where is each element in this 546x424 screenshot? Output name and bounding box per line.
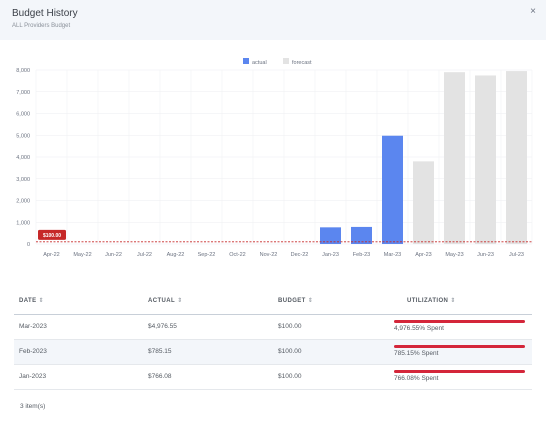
cell-budget: $100.00 bbox=[278, 348, 302, 355]
y-tick-label: 4,000 bbox=[16, 155, 30, 161]
bar-actual-Feb-23 bbox=[351, 226, 372, 244]
utilization-bar bbox=[394, 345, 525, 348]
bar-forecast-Jul-23 bbox=[506, 71, 527, 245]
x-tick-label: Sep-22 bbox=[198, 252, 216, 258]
budget-marker bbox=[38, 229, 66, 240]
sort-icon: ⇕ bbox=[450, 298, 456, 304]
cell-budget: $100.00 bbox=[278, 373, 302, 380]
x-tick-label: Dec-22 bbox=[291, 252, 309, 258]
sort-icon: ⇕ bbox=[38, 298, 44, 304]
x-tick-label: Jul-22 bbox=[137, 252, 152, 258]
bar-forecast-Apr-23 bbox=[413, 161, 434, 244]
x-tick-label: Oct-22 bbox=[229, 252, 246, 258]
item-count: 3 item(s) bbox=[20, 403, 46, 410]
y-tick-label: 2,000 bbox=[16, 199, 30, 205]
cell-utilization: 766.08% Spent bbox=[394, 375, 439, 382]
column-utilization[interactable]: UTILIZATION ⇕ bbox=[407, 297, 456, 304]
bar-forecast-Jun-23 bbox=[475, 75, 496, 244]
cell-utilization: 785.15% Spent bbox=[394, 350, 439, 357]
table-row[interactable]: Mar-2023 $4,976.55 $100.00 4,976.55% Spe… bbox=[14, 315, 532, 340]
column-actual-label: ACTUAL bbox=[148, 298, 176, 304]
table-header: DATE ⇕ ACTUAL ⇕ BUDGET ⇕ UTILIZATION ⇕ bbox=[14, 291, 532, 315]
column-budget-label: BUDGET bbox=[278, 298, 306, 304]
x-tick-label: Mar-23 bbox=[384, 252, 401, 258]
x-tick-label: Jan-23 bbox=[322, 252, 339, 258]
close-icon[interactable]: × bbox=[530, 6, 536, 17]
cell-actual: $785.15 bbox=[148, 348, 172, 355]
table-body: Mar-2023 $4,976.55 $100.00 4,976.55% Spe… bbox=[14, 315, 532, 390]
column-date[interactable]: DATE ⇕ bbox=[19, 297, 44, 304]
x-tick-label: Apr-22 bbox=[43, 252, 60, 258]
budget-table: DATE ⇕ ACTUAL ⇕ BUDGET ⇕ UTILIZATION ⇕ Mar-2… bbox=[14, 291, 532, 390]
y-tick-label: 3,000 bbox=[16, 177, 30, 183]
column-actual[interactable]: ACTUAL ⇕ bbox=[148, 297, 183, 304]
sort-icon: ⇕ bbox=[177, 298, 183, 304]
dialog-subtitle: ALL Providers Budget bbox=[12, 23, 71, 29]
utilization-bar bbox=[394, 370, 525, 373]
x-tick-label: Aug-22 bbox=[167, 252, 185, 258]
x-tick-label: Jun-22 bbox=[105, 252, 122, 258]
column-budget[interactable]: BUDGET ⇕ bbox=[278, 297, 313, 304]
legend-label-forecast: forecast bbox=[292, 60, 312, 66]
y-tick-label: 5,000 bbox=[16, 133, 30, 139]
y-tick-label: 7,000 bbox=[16, 90, 30, 96]
dialog-title: Budget History bbox=[12, 8, 78, 19]
cell-date: Feb-2023 bbox=[19, 348, 47, 355]
column-utilization-label: UTILIZATION bbox=[407, 298, 449, 304]
table-row[interactable]: Jan-2023 $766.08 $100.00 766.08% Spent bbox=[14, 365, 532, 390]
cell-actual: $4,976.55 bbox=[148, 323, 177, 330]
x-tick-label: Nov-22 bbox=[260, 252, 278, 258]
budget-marker-label: $100.00 bbox=[43, 233, 61, 239]
x-tick-label: Jun-23 bbox=[477, 252, 494, 258]
x-tick-label: May-23 bbox=[445, 252, 463, 258]
sort-icon: ⇕ bbox=[307, 298, 314, 304]
chart-svg: actual forecast 8,000 7,000 6,000 5,000 4,000 3… bbox=[16, 58, 533, 258]
y-tick-label: 8,000 bbox=[16, 68, 30, 74]
x-tick-label: Jul-23 bbox=[509, 252, 524, 258]
y-tick-label: 1,000 bbox=[16, 220, 30, 226]
cell-utilization: 4,976.55% Spent bbox=[394, 325, 444, 332]
cell-budget: $100.00 bbox=[278, 323, 302, 330]
x-tick-label: Apr-23 bbox=[415, 252, 432, 258]
dialog-header: Budget History ALL Providers Budget × bbox=[0, 0, 546, 40]
utilization-bar bbox=[394, 320, 525, 323]
legend-label-actual: actual bbox=[252, 60, 267, 66]
bar-actual-Mar-23 bbox=[382, 135, 403, 244]
legend-swatch-forecast bbox=[283, 58, 289, 64]
x-tick-label: Feb-23 bbox=[353, 252, 370, 258]
y-tick-label: 6,000 bbox=[16, 112, 30, 118]
table-row[interactable]: Feb-2023 $785.15 $100.00 785.15% Spent bbox=[14, 340, 532, 365]
cell-date: Jan-2023 bbox=[19, 373, 47, 380]
cell-actual: $766.08 bbox=[148, 373, 172, 380]
column-date-label: DATE bbox=[19, 298, 37, 304]
budget-chart: actual forecast 8,000 7,000 6,000 5,000 4,000 3… bbox=[0, 52, 546, 267]
cell-date: Mar-2023 bbox=[19, 323, 47, 330]
bar-actual-Jan-23 bbox=[320, 227, 341, 244]
bar-forecast-May-23 bbox=[444, 72, 465, 244]
legend-swatch-actual bbox=[243, 58, 249, 64]
x-tick-label: May-22 bbox=[73, 252, 91, 258]
y-tick-label: 0 bbox=[27, 242, 30, 248]
